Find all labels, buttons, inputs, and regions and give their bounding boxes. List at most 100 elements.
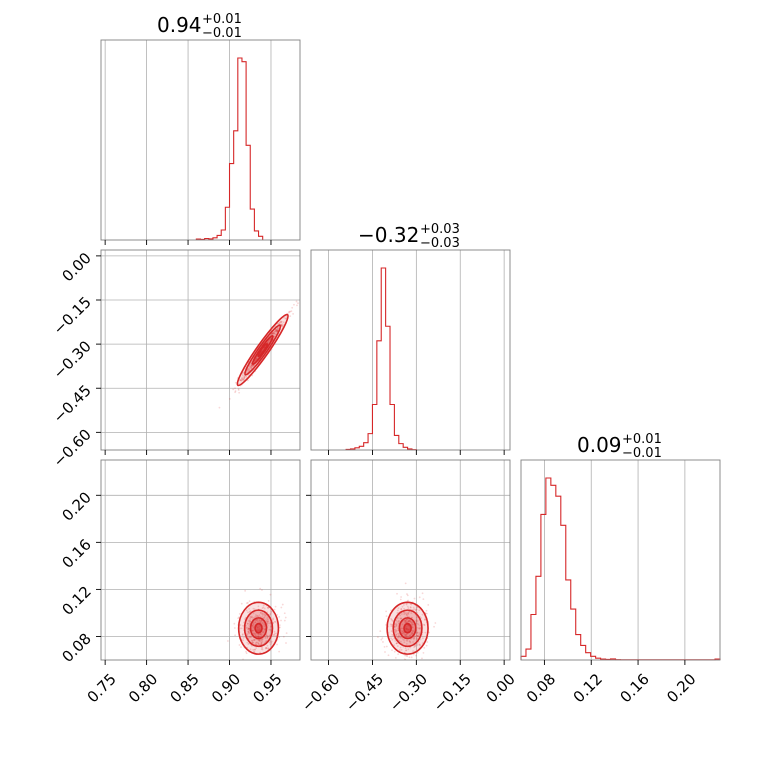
sample-point	[416, 635, 419, 638]
panel-hist-2: 0.08 0.12 0.16 0.20 0.09 +0.01 −0.01	[520, 432, 721, 706]
sample-point	[393, 650, 396, 653]
sample-point	[408, 634, 411, 637]
sample-point	[257, 643, 260, 645]
sample-point	[409, 634, 412, 637]
sample-point	[252, 649, 255, 651]
sample-point	[261, 648, 264, 651]
histogram-line	[345, 267, 417, 451]
sample-point	[407, 621, 409, 623]
sample-point	[395, 630, 397, 633]
sample-point	[404, 633, 407, 636]
sample-point	[251, 625, 254, 628]
sample-point	[250, 367, 253, 369]
sample-point	[241, 379, 244, 381]
sample-point	[267, 599, 270, 602]
sample-point	[279, 321, 282, 324]
sample-point	[266, 644, 269, 647]
sample-point	[412, 638, 415, 641]
sample-point	[266, 637, 269, 639]
sample-point	[232, 388, 235, 391]
sample-point	[254, 621, 256, 624]
sample-point	[276, 327, 279, 329]
sample-point	[418, 632, 421, 635]
sample-point	[396, 642, 398, 645]
sample-point	[277, 322, 280, 325]
sample-point	[397, 635, 400, 638]
sample-point	[424, 618, 426, 621]
x-tick-label: 0.20	[663, 670, 699, 706]
sample-point	[293, 303, 295, 306]
sample-point	[256, 626, 259, 629]
sample-point	[248, 607, 251, 610]
sample-point	[258, 643, 261, 646]
sample-point	[247, 619, 250, 622]
sample-point	[273, 332, 276, 335]
sample-point	[249, 617, 252, 620]
sample-point	[421, 642, 424, 644]
sample-point	[260, 620, 263, 623]
sample-point	[271, 332, 274, 335]
sample-point	[397, 620, 400, 622]
sample-point	[419, 626, 421, 629]
sample-point	[403, 611, 406, 614]
sample-point	[276, 331, 278, 333]
sample-point	[243, 375, 246, 378]
title-param-2-plus: +0.01	[622, 432, 662, 447]
sample-point	[427, 604, 430, 606]
sample-point	[265, 647, 268, 650]
sample-point	[269, 643, 272, 646]
histogram-line	[520, 477, 721, 661]
sample-point	[263, 616, 266, 618]
sample-point	[259, 611, 262, 614]
sample-point	[401, 623, 404, 626]
sample-point	[267, 620, 270, 623]
sample-point	[395, 623, 398, 626]
sample-point	[410, 612, 413, 614]
sample-point	[257, 605, 260, 608]
sample-point	[290, 310, 293, 313]
sample-point	[252, 623, 255, 625]
density-contour	[243, 609, 274, 648]
sample-point	[412, 606, 415, 609]
sample-point	[395, 624, 398, 627]
sample-point	[239, 379, 242, 381]
sample-point	[289, 315, 292, 318]
sample-point	[259, 625, 261, 628]
sample-point	[404, 619, 407, 622]
sample-point	[416, 631, 419, 634]
sample-point	[397, 636, 399, 639]
sample-point	[254, 643, 257, 646]
sample-point	[408, 656, 411, 659]
sample-point	[233, 622, 236, 625]
sample-point	[414, 645, 416, 647]
sample-point	[396, 609, 399, 612]
sample-point	[275, 632, 278, 635]
sample-point	[278, 321, 281, 324]
sample-point	[227, 660, 229, 662]
sample-point	[247, 630, 249, 633]
sample-point	[407, 628, 410, 631]
sample-point	[272, 332, 274, 334]
sample-point	[255, 358, 258, 361]
sample-point	[249, 635, 251, 638]
x-tick-label: −0.15	[430, 670, 475, 715]
sample-point	[422, 637, 424, 640]
density-contour	[249, 617, 268, 640]
sample-point	[260, 639, 262, 642]
sample-point	[234, 381, 237, 384]
sample-point	[248, 365, 251, 368]
sample-point	[397, 632, 399, 635]
sample-point	[251, 364, 253, 367]
sample-point	[260, 641, 263, 644]
sample-point	[253, 639, 255, 642]
sample-point	[283, 316, 285, 319]
sample-point	[275, 329, 278, 331]
sample-point	[280, 619, 282, 622]
sample-point	[421, 592, 424, 595]
sample-point	[425, 609, 428, 612]
density-contour	[392, 609, 423, 648]
sample-point	[274, 605, 277, 608]
sample-point	[258, 619, 261, 622]
sample-point	[242, 377, 245, 380]
sample-point	[254, 359, 257, 362]
